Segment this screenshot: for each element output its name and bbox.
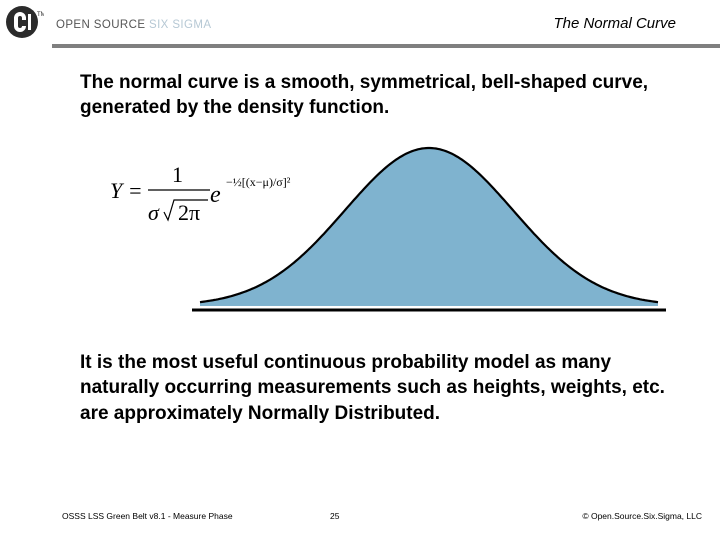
formula-denominator-sigma: σ — [148, 200, 160, 225]
formula-numerator: 1 — [172, 162, 183, 187]
density-formula: Y = 1 σ 2π e −½[(x−μ)/σ]² — [110, 162, 291, 225]
logo-mark-icon: TM — [6, 6, 46, 38]
curve-outline — [199, 146, 659, 304]
svg-text:TM: TM — [37, 12, 44, 18]
logo-text-accent: SIX SIGMA — [149, 19, 212, 31]
logo-text-main: OPEN SOURCE — [56, 19, 146, 31]
footer-copyright: © Open.Source.Six.Sigma, LLC — [582, 511, 702, 521]
company-logo: TM OPEN SOURCE SIX SIGMA — [4, 4, 211, 44]
sqrt-sign-icon — [163, 199, 208, 222]
footer-page-number: 25 — [330, 511, 340, 521]
formula-exponent: −½[(x−μ)/σ]² — [226, 175, 291, 189]
slide-title: The Normal Curve — [553, 15, 676, 32]
normal-curve-figure — [192, 146, 666, 312]
footer-course-label: OSSS LSS Green Belt v8.1 - Measure Phase — [62, 511, 233, 521]
header-divider — [52, 44, 720, 48]
closing-paragraph: It is the most useful continuous probabi… — [80, 352, 665, 424]
formula-denominator-root: 2π — [178, 200, 200, 225]
intro-paragraph: The normal curve is a smooth, symmetrica… — [80, 72, 649, 119]
curve-shaded-area — [200, 148, 658, 306]
logo-wordmark: OPEN SOURCE SIX SIGMA — [56, 19, 211, 31]
formula-base: e — [210, 182, 221, 208]
formula-lhs: Y = — [110, 178, 143, 203]
